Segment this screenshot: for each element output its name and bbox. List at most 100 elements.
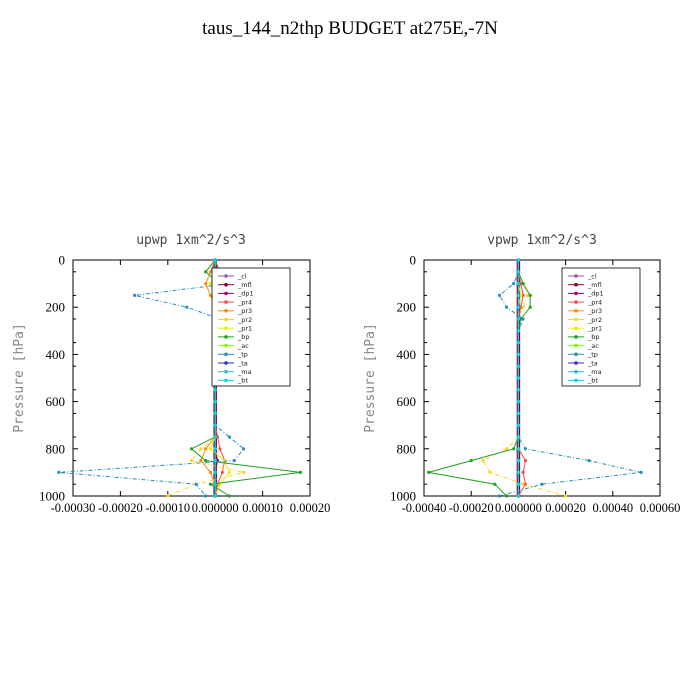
legend-marker xyxy=(224,326,228,331)
legend-label: _bt xyxy=(587,377,598,385)
data-point xyxy=(213,482,217,486)
data-point xyxy=(227,470,231,474)
y-axis-label: Pressure [hPa] xyxy=(12,323,27,433)
y-tick-label: 600 xyxy=(46,394,66,409)
data-point xyxy=(204,270,208,274)
data-point xyxy=(516,435,521,439)
legend-marker xyxy=(574,282,578,287)
data-point xyxy=(493,482,497,486)
data-point xyxy=(516,329,521,333)
y-tick-label: 400 xyxy=(46,347,66,362)
legend-label: _pr1 xyxy=(237,325,252,333)
data-point xyxy=(199,447,203,451)
data-point xyxy=(208,270,213,274)
data-point xyxy=(505,494,509,498)
data-point xyxy=(213,258,217,262)
data-point xyxy=(133,293,137,297)
legend-label: _mfl xyxy=(587,281,602,289)
series-bt xyxy=(516,258,521,498)
panel-title: vpwp 1xm^2/s^3 xyxy=(487,233,597,248)
data-point xyxy=(519,293,523,297)
legend-label: _pr1 xyxy=(587,325,602,333)
data-point xyxy=(166,494,170,498)
legend-label: _pr4 xyxy=(587,298,602,306)
x-tick-label: 0.000000 xyxy=(495,501,542,515)
x-tick-label: 0.00060 xyxy=(640,501,681,515)
legend-label: _ac xyxy=(237,342,249,350)
data-point xyxy=(516,482,521,486)
data-point xyxy=(189,447,194,451)
data-point xyxy=(516,376,521,380)
legend: _cl_mfl_dp1_pr4_pr3_pr2_pr1_bp_ac_tp_ta_… xyxy=(211,267,291,387)
data-point xyxy=(242,470,246,474)
series-line xyxy=(428,260,531,497)
legend-marker xyxy=(224,317,228,322)
data-point xyxy=(481,459,485,463)
data-point xyxy=(199,459,203,463)
legend-marker xyxy=(224,352,228,357)
data-point xyxy=(213,388,217,392)
y-axis-label: Pressure [hPa] xyxy=(363,323,378,433)
y-tick-label: 200 xyxy=(397,300,417,315)
legend-label: _tp xyxy=(237,351,248,359)
data-point xyxy=(587,459,591,463)
data-point xyxy=(523,482,528,486)
data-point xyxy=(213,400,217,404)
data-point xyxy=(516,364,521,368)
y-tick-label: 800 xyxy=(397,441,417,456)
series-pr2 xyxy=(481,258,568,498)
x-tick-label: 0.00020 xyxy=(545,501,586,515)
data-point xyxy=(521,293,525,297)
data-point xyxy=(516,317,521,321)
panel-1: upwp 1xm^2/s^3 Pressure [hPa] 0 200 400 600 80… xyxy=(12,233,330,515)
data-point xyxy=(497,293,502,297)
panel-2: vpwp 1xm^2/s^3 Pressure [hPa] 0 200 400 600 80… xyxy=(363,233,680,515)
data-point xyxy=(540,482,544,486)
data-point xyxy=(497,494,502,498)
legend-label: _ma xyxy=(237,368,252,376)
data-point xyxy=(521,470,525,474)
legend-marker xyxy=(224,343,228,348)
data-point xyxy=(512,447,516,451)
data-point xyxy=(227,494,231,498)
data-point xyxy=(505,447,509,451)
data-point xyxy=(516,305,521,309)
y-tick-label: 1000 xyxy=(390,489,416,504)
x-tick-label: -0.00010 xyxy=(145,501,190,515)
legend-marker xyxy=(574,369,578,374)
legend-label: _cl xyxy=(587,272,597,280)
data-point xyxy=(523,447,528,451)
data-point xyxy=(516,470,521,474)
data-point xyxy=(519,305,523,309)
y-tick-label: 1000 xyxy=(39,489,65,504)
legend-marker xyxy=(224,361,228,365)
legend-label: _ac xyxy=(587,342,599,350)
y-tick-label: 400 xyxy=(397,347,417,362)
x-tick-label: 0.00020 xyxy=(290,501,331,515)
legend-marker xyxy=(224,378,228,383)
data-point xyxy=(204,447,208,451)
legend-marker xyxy=(224,369,228,374)
data-point xyxy=(528,305,532,309)
data-point xyxy=(218,447,222,451)
data-point xyxy=(213,470,217,474)
legend-label: _ma xyxy=(587,368,602,376)
data-point xyxy=(516,423,521,427)
data-point xyxy=(204,282,208,286)
legend-marker xyxy=(574,300,578,304)
data-point xyxy=(220,470,224,474)
x-tick-label: -0.00040 xyxy=(402,501,447,515)
legend-marker xyxy=(574,317,578,322)
legend-marker xyxy=(224,335,228,339)
data-point xyxy=(516,388,521,392)
data-point xyxy=(516,447,521,451)
data-point xyxy=(526,293,530,297)
data-point xyxy=(57,470,61,474)
legend-label: _bp xyxy=(237,333,250,341)
data-point xyxy=(208,282,213,286)
data-point xyxy=(521,282,525,286)
data-point xyxy=(213,423,217,427)
legend-label: _pr2 xyxy=(587,316,602,324)
data-point xyxy=(516,400,521,404)
panel-title: upwp 1xm^2/s^3 xyxy=(136,233,246,248)
